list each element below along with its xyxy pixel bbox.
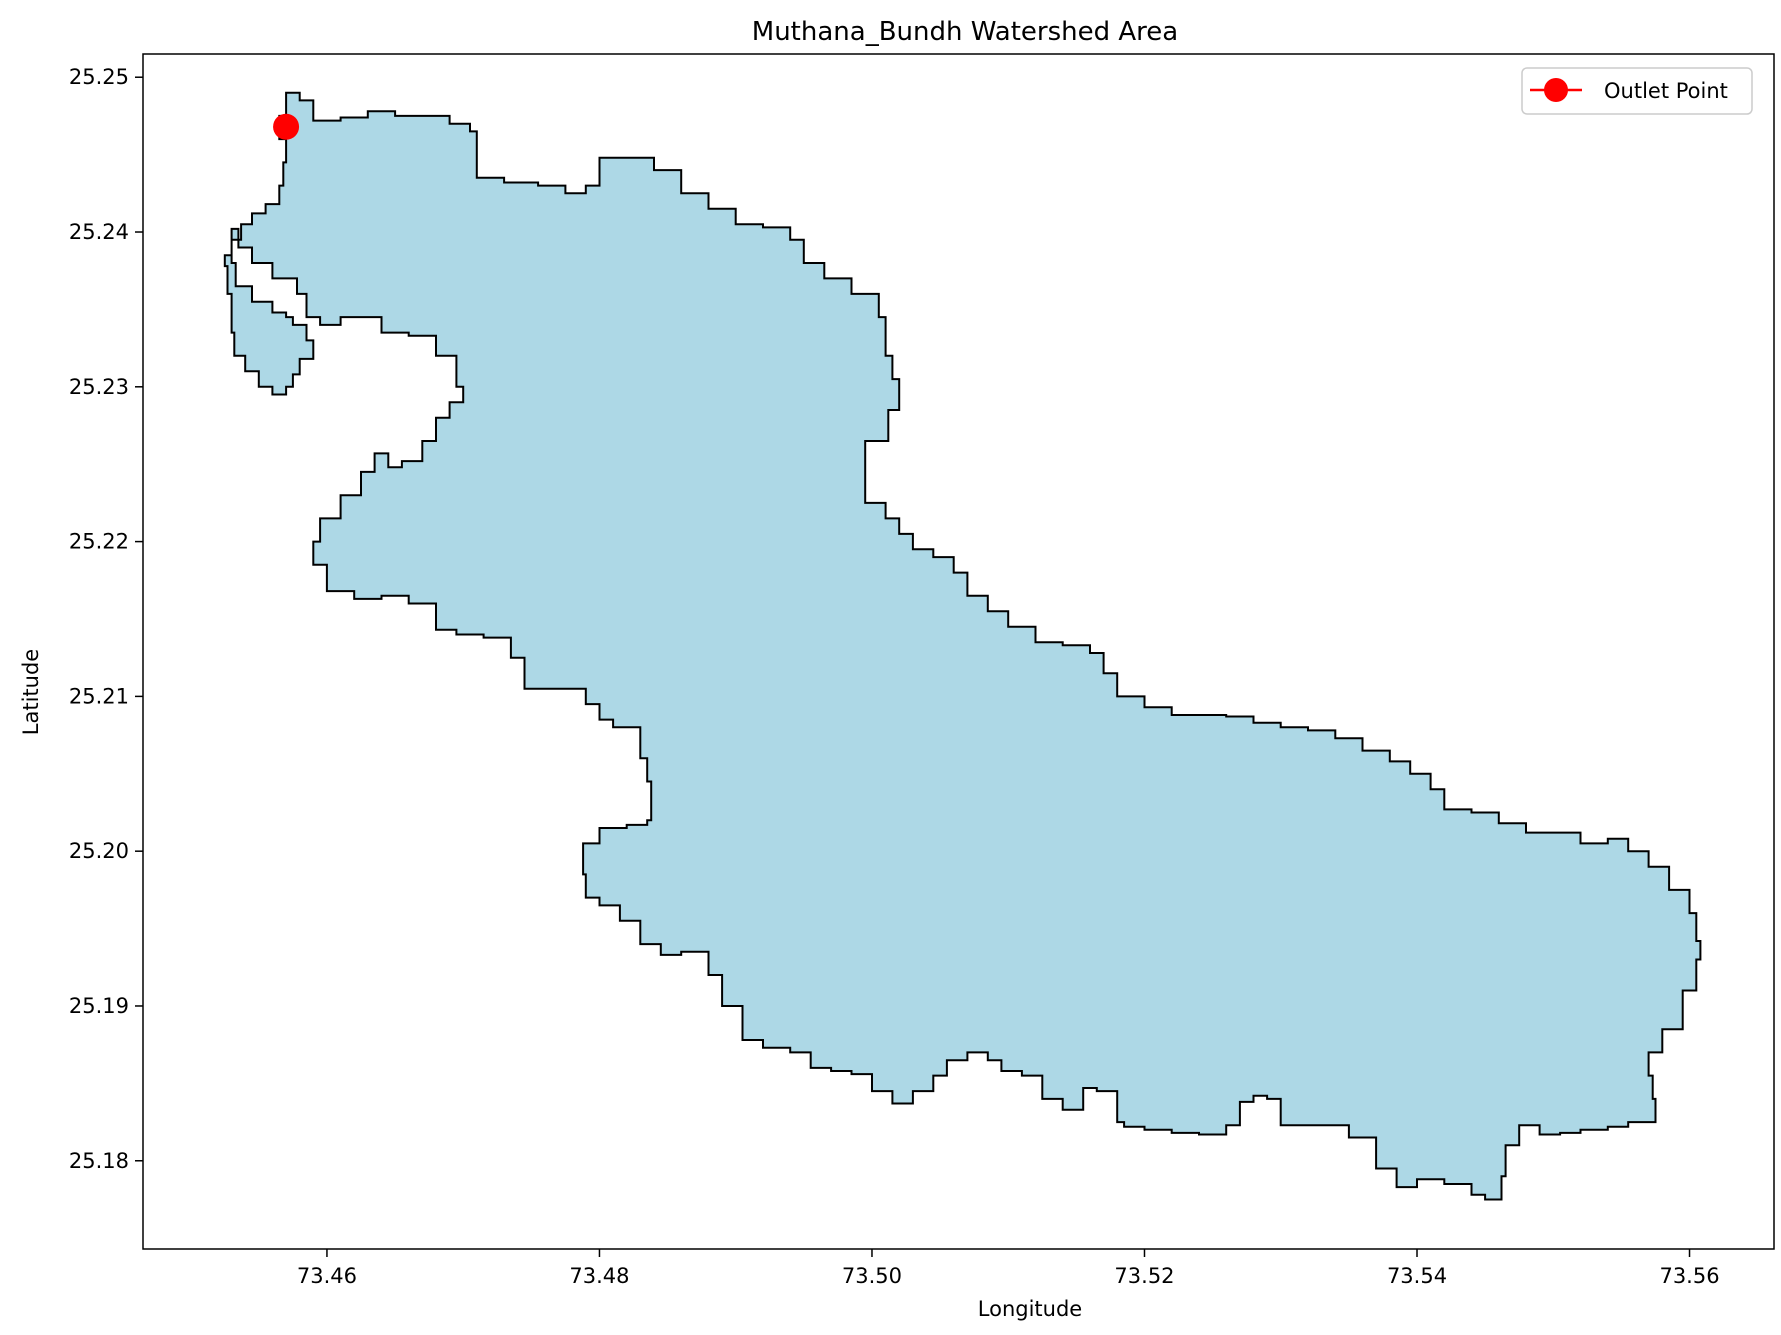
y-tick-label: 25.21: [69, 684, 129, 708]
legend-marker-swatch: [1544, 78, 1568, 102]
y-tick-label: 25.24: [69, 220, 129, 244]
x-tick-label: 73.50: [842, 1264, 902, 1288]
y-axis-ticks: 25.18 25.19 25.20 25.21 25.22 25.23 25.24 25.25: [69, 65, 143, 1173]
y-tick-label: 25.23: [69, 375, 129, 399]
y-tick-label: 25.18: [69, 1149, 129, 1173]
x-tick-label: 73.52: [1114, 1264, 1174, 1288]
y-tick-label: 25.25: [69, 65, 129, 89]
axes-frame: [142, 53, 1775, 1250]
x-axis-ticks: 73.46 73.48 73.50 73.52 73.54 73.56: [297, 1249, 1720, 1288]
x-tick-label: 73.54: [1387, 1264, 1447, 1288]
x-tick-label: 73.48: [569, 1264, 629, 1288]
x-tick-label: 73.46: [297, 1264, 357, 1288]
y-axis-label: Latitude: [19, 649, 43, 735]
outlet-point-marker: [273, 113, 300, 140]
y-tick-label: 25.20: [69, 839, 129, 863]
chart-title: Muthana_Bundh Watershed Area: [752, 17, 1178, 47]
x-axis-label: Longitude: [978, 1297, 1082, 1321]
legend-label-outlet-point: Outlet Point: [1604, 79, 1728, 103]
legend: Outlet Point: [1521, 67, 1753, 115]
watershed-polygon: [223, 91, 1702, 1201]
y-tick-label: 25.22: [69, 530, 129, 554]
legend-box: [1521, 67, 1753, 115]
x-tick-label: 73.56: [1659, 1264, 1719, 1288]
y-tick-label: 25.19: [69, 994, 129, 1018]
plot-area: 73.46 73.48 73.50 73.52 73.54 73.56 25.1825.1…: [69, 53, 1775, 1288]
